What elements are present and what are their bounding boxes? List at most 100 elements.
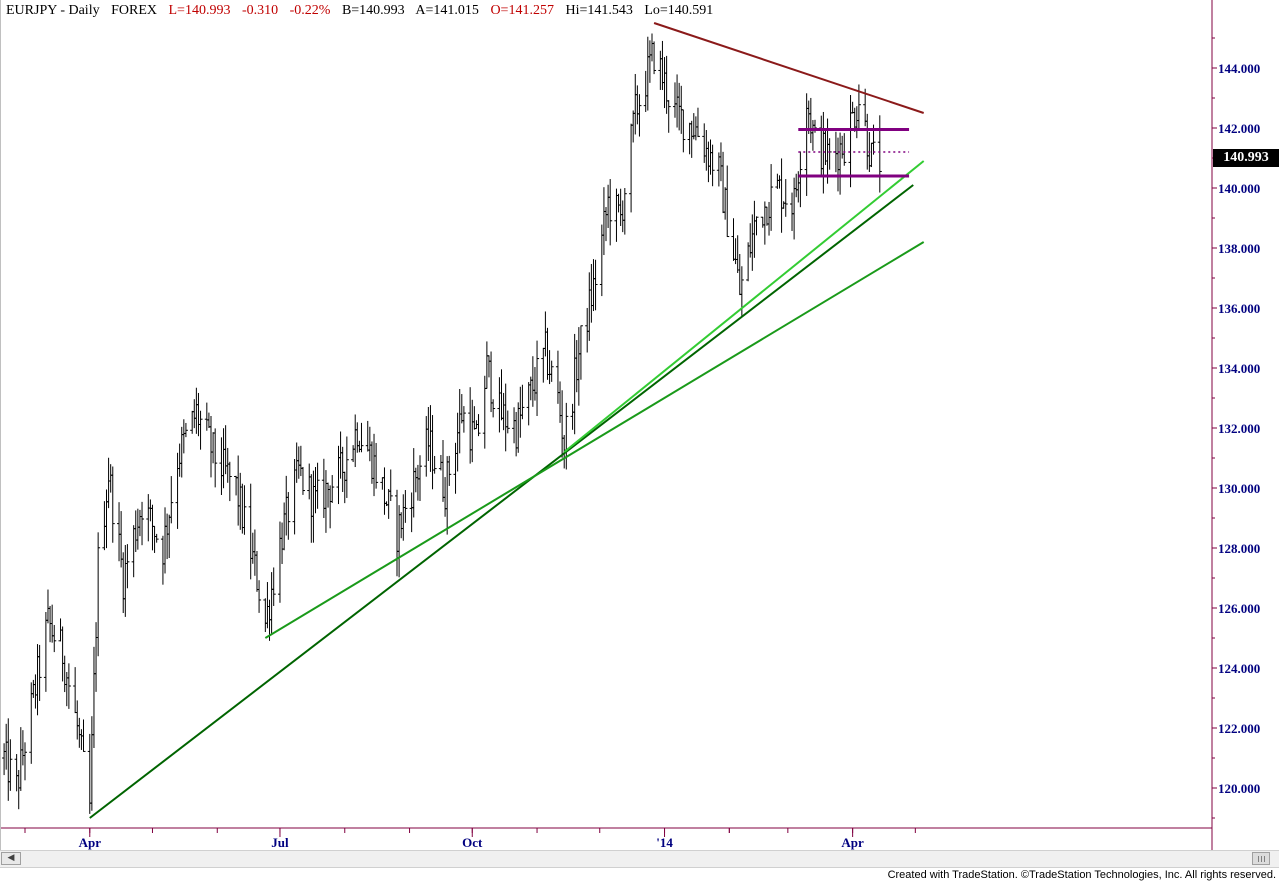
ohlc-bar: [718, 142, 723, 182]
ohlc-bar: [167, 514, 172, 559]
ohlc-bar: [336, 445, 341, 505]
ohlc-bar: [296, 446, 301, 479]
scroll-left-button[interactable]: ◀: [1, 852, 21, 865]
ohlc-bar: [242, 485, 247, 535]
ohlc-bar: [137, 509, 142, 537]
ohlc-bar: [388, 469, 393, 501]
ohlc-bar: [204, 402, 209, 431]
ohlc-bar: [520, 384, 525, 420]
ohlc-bar: [746, 242, 751, 282]
y-tick-label: 120.000: [1218, 781, 1260, 796]
ohlc-bar: [45, 589, 50, 624]
ohlc-bar: [321, 458, 326, 518]
ohlc-bar: [735, 235, 740, 273]
ohlc-bar: [382, 467, 387, 515]
ohlc-bar: [265, 582, 270, 629]
ohlc-bar: [104, 489, 109, 549]
ohlc-bar: [401, 494, 406, 541]
trendlines: [89, 22, 925, 819]
ohlc-bar: [572, 333, 577, 435]
ohlc-bar: [574, 340, 579, 393]
ohlc-bar: [165, 513, 170, 560]
ohlc-bar: [357, 440, 362, 453]
ohlc-bar: [353, 414, 358, 468]
y-tick-label: 140.000: [1218, 181, 1260, 196]
ohlc-bar: [223, 425, 228, 475]
ohlc-bar: [491, 399, 496, 418]
ohlc-bar: [37, 644, 42, 701]
ohlc-bar: [543, 311, 548, 357]
scroll-thumb[interactable]: [1252, 852, 1270, 865]
market-label: FOREX: [111, 3, 157, 18]
axes: 120.000 122.000 124.000 126.000 128.000 130.0…: [0, 0, 1260, 850]
ohlc-bar: [760, 216, 765, 228]
ohlc-bar: [808, 97, 813, 144]
ohlc-bar: [277, 521, 282, 603]
y-tick-label: 144.000: [1218, 61, 1260, 76]
ohlc-bar: [827, 138, 832, 170]
ohlc-bar: [315, 462, 320, 509]
ohlc-bar: [140, 501, 145, 546]
pct-change: -0.22%: [289, 3, 331, 18]
last-price: L=140.993: [168, 3, 231, 18]
ohlc-bar: [240, 483, 245, 534]
ohlc-bar: [514, 411, 519, 457]
ohlc-bars: [2, 33, 882, 814]
ohlc-bar: [708, 139, 713, 175]
ohlc-bar: [177, 443, 182, 477]
ohlc-bar: [854, 106, 859, 139]
ohlc-bar: [152, 525, 157, 553]
ohlc-bar: [344, 436, 349, 498]
ohlc-bar: [198, 410, 203, 450]
ohlc-bar: [369, 441, 374, 484]
ohlc-bar: [227, 461, 232, 502]
ohlc-bar: [169, 476, 174, 524]
ohlc-bar: [351, 445, 356, 463]
ohlc-bar: [838, 132, 843, 195]
ohlc-bar: [850, 101, 855, 114]
ohlc-bar: [219, 437, 224, 495]
ohlc-bar: [672, 82, 677, 118]
ohlc-bar: [593, 259, 598, 311]
ohlc-bar: [635, 85, 640, 125]
ohlc-bar: [102, 501, 107, 551]
ohlc-bar: [604, 207, 609, 242]
ohlc-bar: [257, 580, 262, 613]
ohlc-bar: [702, 123, 707, 163]
ohlc-bar: [681, 109, 686, 153]
ohlc-bar: [311, 470, 316, 543]
trendline-support-mid: [264, 241, 925, 639]
ohlc-bar: [29, 682, 34, 764]
horizontal-scrollbar[interactable]: ◀: [0, 850, 1279, 868]
ohlc-bar: [687, 122, 692, 155]
ohlc-bar: [658, 50, 663, 90]
ohlc-bar: [89, 716, 94, 811]
ohlc-bar: [662, 57, 667, 109]
ohlc-bar: [18, 727, 23, 791]
x-tick-label: Oct: [462, 835, 483, 850]
ohlc-bar: [518, 386, 523, 438]
ohlc-bar: [106, 457, 111, 509]
ohlc-bar: [192, 399, 197, 429]
ohlc-bar: [35, 644, 40, 716]
ohlc-bar: [424, 416, 429, 477]
symbol-label: EURJPY - Daily: [6, 3, 100, 18]
ohlc-bar: [133, 510, 138, 553]
ohlc-bar: [48, 605, 53, 643]
ohlc-bar: [664, 55, 669, 114]
ohlc-bar: [647, 40, 652, 83]
ohlc-bar: [750, 214, 755, 271]
ohlc-bar: [409, 492, 414, 533]
y-tick-label: 142.000: [1218, 121, 1260, 136]
ohlc-bar: [445, 456, 450, 535]
ohlc-bar: [323, 470, 328, 533]
ohlc-bar: [355, 422, 360, 453]
ohlc-bar: [545, 327, 550, 380]
ohlc-bar: [689, 120, 694, 158]
ohlc-bar: [64, 671, 69, 707]
ohlc-bar: [326, 482, 331, 508]
ohlc-bar: [848, 95, 853, 188]
ohlc-bar: [779, 158, 784, 233]
ohlc-bar: [512, 407, 517, 444]
ohlc-bar: [591, 259, 596, 312]
